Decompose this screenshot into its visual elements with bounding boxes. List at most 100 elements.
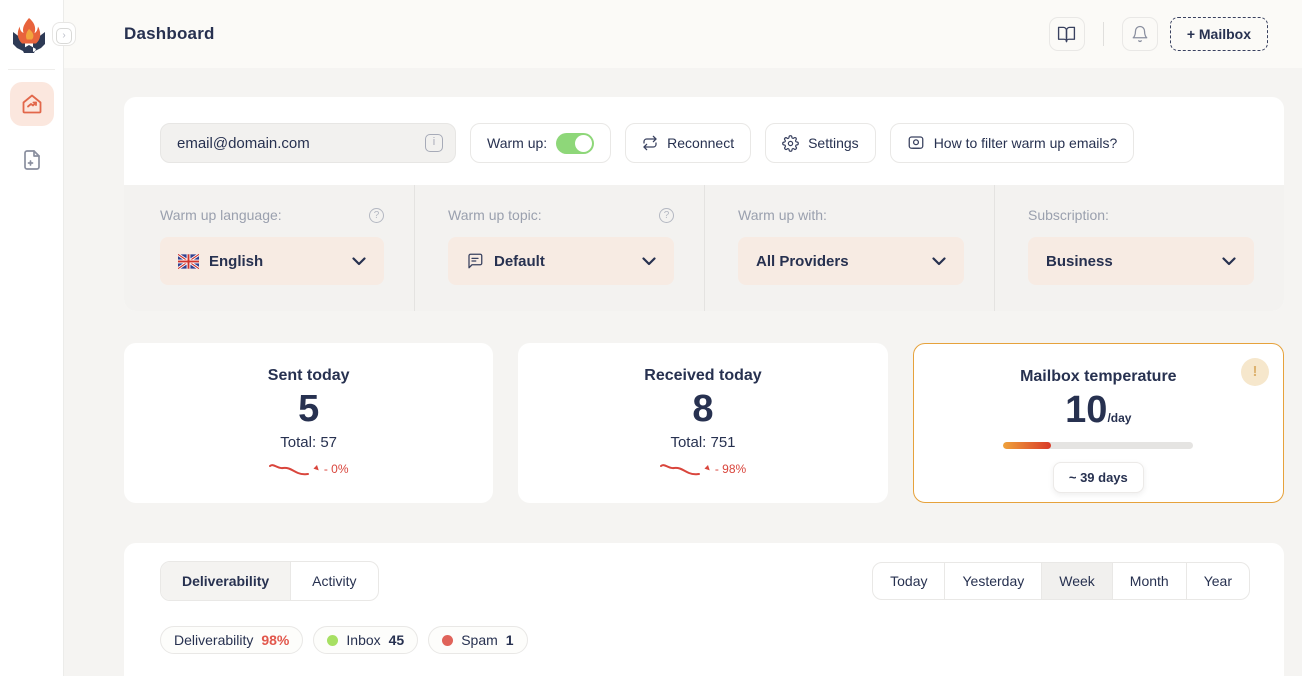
- filter-language: Warm up language: ? English: [124, 185, 414, 311]
- chevron-down-icon: [932, 256, 946, 266]
- time-range-control: Today Yesterday Week Month Year: [872, 562, 1250, 600]
- reconnect-button[interactable]: Reconnect: [625, 123, 752, 163]
- trend-sparkline: [659, 464, 700, 476]
- trend-down-arrow-icon: ▸: [701, 462, 714, 475]
- filter-providers: Warm up with: All Providers: [704, 185, 994, 311]
- warmup-toggle-button[interactable]: Warm up:: [470, 123, 612, 163]
- reconnect-icon: [643, 135, 657, 151]
- received-value: 8: [692, 388, 714, 430]
- chat-bubble-icon: [468, 253, 483, 269]
- alert-icon[interactable]: !: [1240, 358, 1269, 386]
- temperature-title: Mailbox temperature: [1020, 368, 1177, 385]
- spam-badge-label: Spam: [461, 632, 498, 648]
- toggle-knob: [575, 134, 593, 152]
- add-mailbox-button[interactable]: + Mailbox: [1169, 17, 1268, 51]
- chevron-right-icon: ›: [56, 28, 72, 44]
- filter-language-label: Warm up language:: [160, 207, 282, 223]
- reconnect-label: Reconnect: [667, 135, 735, 151]
- help-icon[interactable]: ?: [659, 207, 674, 223]
- deliverability-badge-label: Deliverability: [174, 632, 254, 648]
- uk-flag-icon: [178, 253, 199, 269]
- main-content: i Warm up: Reconnect: [64, 68, 1302, 676]
- sidebar-item-add-template[interactable]: [10, 138, 54, 182]
- topic-value: Default: [494, 252, 545, 270]
- providers-value: All Providers: [756, 252, 849, 270]
- sidebar-item-dashboard[interactable]: [10, 82, 54, 126]
- reports-panel: Deliverability Activity Today Yesterday …: [124, 543, 1284, 676]
- mailbox-temperature-card: Mailbox temperature ! 10 /day ~ 39 days: [912, 343, 1284, 503]
- file-plus-icon: [24, 150, 40, 170]
- deliverability-badge-value: 98%: [261, 632, 290, 648]
- received-today-card: Received today 8 Total: 751 ▸ - 98%: [518, 343, 888, 503]
- providers-dropdown[interactable]: All Providers: [738, 237, 964, 285]
- subscription-value: Business: [1046, 252, 1113, 270]
- help-icon[interactable]: ?: [369, 207, 384, 223]
- warmup-toggle[interactable]: [556, 132, 595, 154]
- email-input[interactable]: [177, 134, 425, 152]
- subscription-dropdown[interactable]: Business: [1028, 237, 1254, 285]
- temperature-progress-track: [1003, 442, 1194, 449]
- logo-flame-inner: [25, 29, 34, 40]
- mailbox-control-panel: i Warm up: Reconnect: [124, 97, 1284, 311]
- received-title: Received today: [644, 367, 762, 384]
- spam-badge[interactable]: Spam 1: [428, 626, 528, 654]
- home-trend-icon: [22, 94, 42, 114]
- notifications-button[interactable]: [1121, 17, 1158, 51]
- received-change: - 98%: [714, 462, 747, 476]
- gear-icon: [782, 134, 799, 152]
- time-filter-yesterday[interactable]: Yesterday: [944, 563, 1041, 599]
- spam-badge-value: 1: [505, 632, 514, 648]
- received-total: Total: 751: [670, 434, 736, 451]
- filter-topic: Warm up topic: ? Default: [414, 185, 704, 311]
- sent-title: Sent today: [267, 367, 350, 384]
- page-title: Dashboard: [124, 24, 215, 43]
- inbox-badge-label: Inbox: [346, 632, 381, 648]
- time-filter-week[interactable]: Week: [1041, 563, 1112, 599]
- filter-topic-label: Warm up topic:: [448, 207, 542, 223]
- tab-deliverability[interactable]: Deliverability: [161, 562, 292, 600]
- info-icon[interactable]: i: [425, 134, 443, 152]
- temperature-value: 10: [1065, 389, 1108, 431]
- temperature-progress-fill: [1003, 442, 1051, 449]
- sent-today-card: Sent today 5 Total: 57 ▸ - 0%: [124, 343, 494, 503]
- sidebar: ›: [0, 0, 76, 676]
- deliverability-badge[interactable]: Deliverability 98%: [160, 626, 304, 654]
- settings-button[interactable]: Settings: [765, 123, 876, 163]
- time-filter-today[interactable]: Today: [890, 573, 928, 589]
- tab-activity[interactable]: Activity: [312, 573, 357, 589]
- chevron-down-icon: [1222, 256, 1236, 266]
- sidebar-collapse-button[interactable]: ›: [52, 22, 76, 46]
- inbox-badge[interactable]: Inbox 45: [313, 626, 419, 654]
- filter-providers-label: Warm up with:: [738, 207, 827, 223]
- chevron-down-icon: [642, 256, 656, 266]
- warmy-flame-logo: [9, 15, 49, 55]
- howto-filter-button[interactable]: How to filter warm up emails?: [889, 123, 1135, 163]
- email-select[interactable]: i: [160, 123, 456, 163]
- mailbox-toolbar: i Warm up: Reconnect: [124, 97, 1284, 185]
- trend-sparkline: [268, 464, 309, 476]
- top-header: Dashboard + Mailbox: [64, 0, 1302, 68]
- warmup-label: Warm up:: [487, 135, 548, 151]
- language-value: English: [209, 252, 264, 270]
- topic-dropdown[interactable]: Default: [448, 237, 674, 285]
- time-filter-year[interactable]: Year: [1185, 563, 1249, 599]
- howto-label: How to filter warm up emails?: [933, 135, 1118, 151]
- filter-subscription-label: Subscription:: [1028, 207, 1109, 223]
- video-tutorial-icon: [908, 136, 924, 149]
- sent-change: - 0%: [323, 462, 349, 476]
- report-tabs: Deliverability Activity: [160, 561, 379, 601]
- temperature-unit: /day: [1107, 411, 1132, 425]
- time-filter-month[interactable]: Month: [1111, 563, 1186, 599]
- bell-icon: [1132, 25, 1148, 43]
- sent-total: Total: 57: [280, 434, 338, 451]
- temperature-eta-badge[interactable]: ~ 39 days: [1052, 462, 1144, 493]
- inbox-dot-icon: [327, 634, 339, 646]
- language-dropdown[interactable]: English: [160, 237, 384, 285]
- inbox-badge-value: 45: [388, 632, 405, 648]
- legend-badges: Deliverability 98% Inbox 45 Spam 1: [124, 601, 1284, 654]
- spam-dot-icon: [442, 634, 454, 646]
- trend-down-arrow-icon: ▸: [310, 462, 323, 475]
- docs-button[interactable]: [1048, 17, 1085, 51]
- header-divider: [1102, 22, 1104, 46]
- filter-subscription: Subscription: Business: [994, 185, 1284, 311]
